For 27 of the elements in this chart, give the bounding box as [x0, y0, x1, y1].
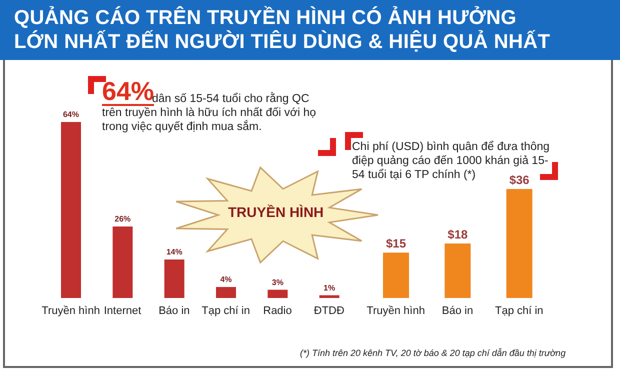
data-label: 1% [324, 283, 336, 292]
bar [164, 260, 184, 298]
bar [61, 122, 81, 298]
x-tick-label: Radio [263, 304, 292, 317]
bar [319, 295, 340, 298]
x-tick-label: Báo in [158, 304, 190, 317]
bar [216, 287, 236, 298]
x-tick-label: Tạp chí in [202, 304, 250, 317]
chart-title: QUẢNG CÁO TRÊN TRUYỀN HÌNH CÓ ẢNH HƯỞNG LỚN NHẤT ĐẾN NGƯỜI TIÊU DÙNG & HIỆU QUẢ NHẤT [14, 6, 552, 54]
x-tick-label: Truyền hình [366, 304, 425, 317]
annotation: TRUYỀN HÌNH [228, 204, 324, 220]
data-label: 26% [114, 214, 131, 224]
x-tick-label: Internet [104, 304, 142, 317]
data-label: $36 [509, 173, 530, 187]
data-label: $18 [448, 228, 468, 242]
x-tick-label: Truyền hình [42, 304, 100, 317]
x-tick-label: Báo in [442, 304, 474, 317]
x-tick-label: Tạp chí in [495, 304, 544, 317]
data-label: 3% [272, 278, 284, 287]
bar [112, 226, 133, 298]
data-label: 64% [62, 110, 80, 119]
data-label: 4% [220, 275, 232, 284]
data-label: 14% [166, 248, 182, 256]
data-label: $15 [386, 236, 406, 251]
x-tick-label: ĐTDĐ [314, 304, 344, 317]
text: (*) Tính trên 20 kênh TV, 20 tờ báo & 20 tạp chí dẫn đầu thị trường [300, 348, 566, 358]
bar [268, 290, 288, 298]
